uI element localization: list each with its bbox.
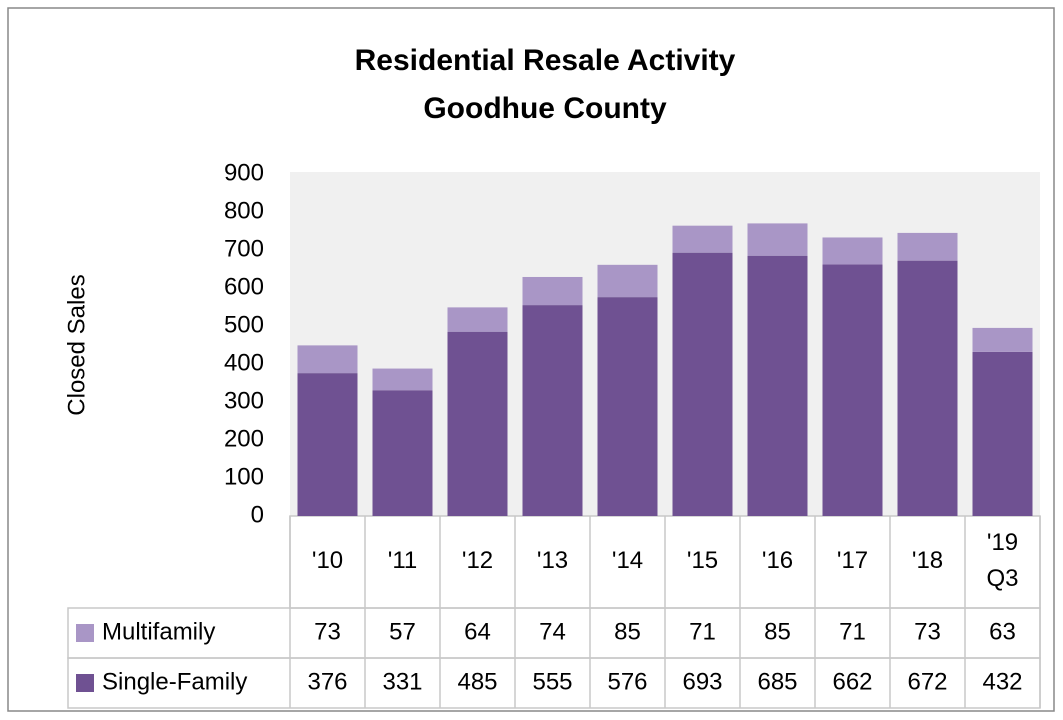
bar-segment: [972, 327, 1033, 352]
y-tick-label: 700: [224, 235, 264, 262]
bar-segment: [372, 390, 433, 516]
x-tick-label: '19 Q3: [986, 529, 1018, 592]
y-tick-label: 400: [224, 349, 264, 376]
table-value: 74: [539, 618, 566, 645]
bar-segment: [297, 345, 358, 374]
x-tick-label: '13: [537, 547, 568, 574]
table-value: 432: [982, 668, 1022, 695]
x-tick-label: '15: [687, 547, 718, 574]
y-tick-label: 200: [224, 425, 264, 452]
table-value: 73: [914, 618, 941, 645]
table-value: 71: [839, 618, 866, 645]
y-tick-label: 100: [224, 463, 264, 490]
table-value: 85: [764, 618, 791, 645]
table-value: 57: [389, 618, 416, 645]
table-value: 672: [907, 668, 947, 695]
bar-segment: [522, 305, 583, 516]
table-value: 685: [757, 668, 797, 695]
bar-segment: [597, 264, 658, 298]
bar-segment: [447, 307, 508, 332]
x-tick-label: '18: [912, 547, 943, 574]
x-tick-label: '14: [612, 547, 643, 574]
bar-segment: [897, 232, 958, 261]
table-value: 662: [832, 668, 872, 695]
table-value: 73: [314, 618, 341, 645]
bar-segment: [822, 237, 883, 265]
table-value: 64: [464, 618, 491, 645]
bar-segment: [672, 225, 733, 253]
x-tick-label: '16: [762, 547, 793, 574]
bar-segment: [822, 264, 883, 516]
y-tick-label: 300: [224, 387, 264, 414]
bar-segment: [597, 297, 658, 516]
y-tick-label: 800: [224, 197, 264, 224]
table-value: 576: [607, 668, 647, 695]
chart-subtitle: Goodhue County: [423, 92, 667, 125]
bar-segment: [297, 373, 358, 516]
x-tick-label: '11: [388, 547, 418, 574]
legend-label: Multifamily: [102, 618, 215, 645]
y-tick-label: 0: [251, 501, 264, 528]
x-tick-label: '12: [462, 547, 493, 574]
table-value: 555: [532, 668, 572, 695]
bar-segment: [372, 368, 433, 391]
y-tick-label: 900: [224, 159, 264, 186]
bar-segment: [447, 331, 508, 516]
table-value: 71: [689, 618, 716, 645]
x-tick-label: '10: [312, 547, 343, 574]
legend-swatch: [76, 624, 94, 642]
bar-segment: [522, 276, 583, 306]
table-value: 376: [307, 668, 347, 695]
table-value: 331: [382, 668, 422, 695]
chart-title: Residential Resale Activity: [355, 44, 736, 77]
y-tick-label: 500: [224, 311, 264, 338]
table-value: 63: [989, 618, 1016, 645]
bar-segment: [672, 252, 733, 516]
y-tick-label: 600: [224, 273, 264, 300]
table-value: 485: [457, 668, 497, 695]
bar-segment: [747, 255, 808, 516]
y-axis-label: Closed Sales: [63, 274, 90, 415]
table-value: 693: [682, 668, 722, 695]
x-tick-label: '17: [837, 547, 868, 574]
bar-segment: [747, 223, 808, 256]
table-value: 85: [614, 618, 641, 645]
bar-segment: [972, 351, 1033, 516]
legend-label: Single-Family: [102, 668, 247, 695]
bar-segment: [897, 260, 958, 516]
legend-swatch: [76, 674, 94, 692]
